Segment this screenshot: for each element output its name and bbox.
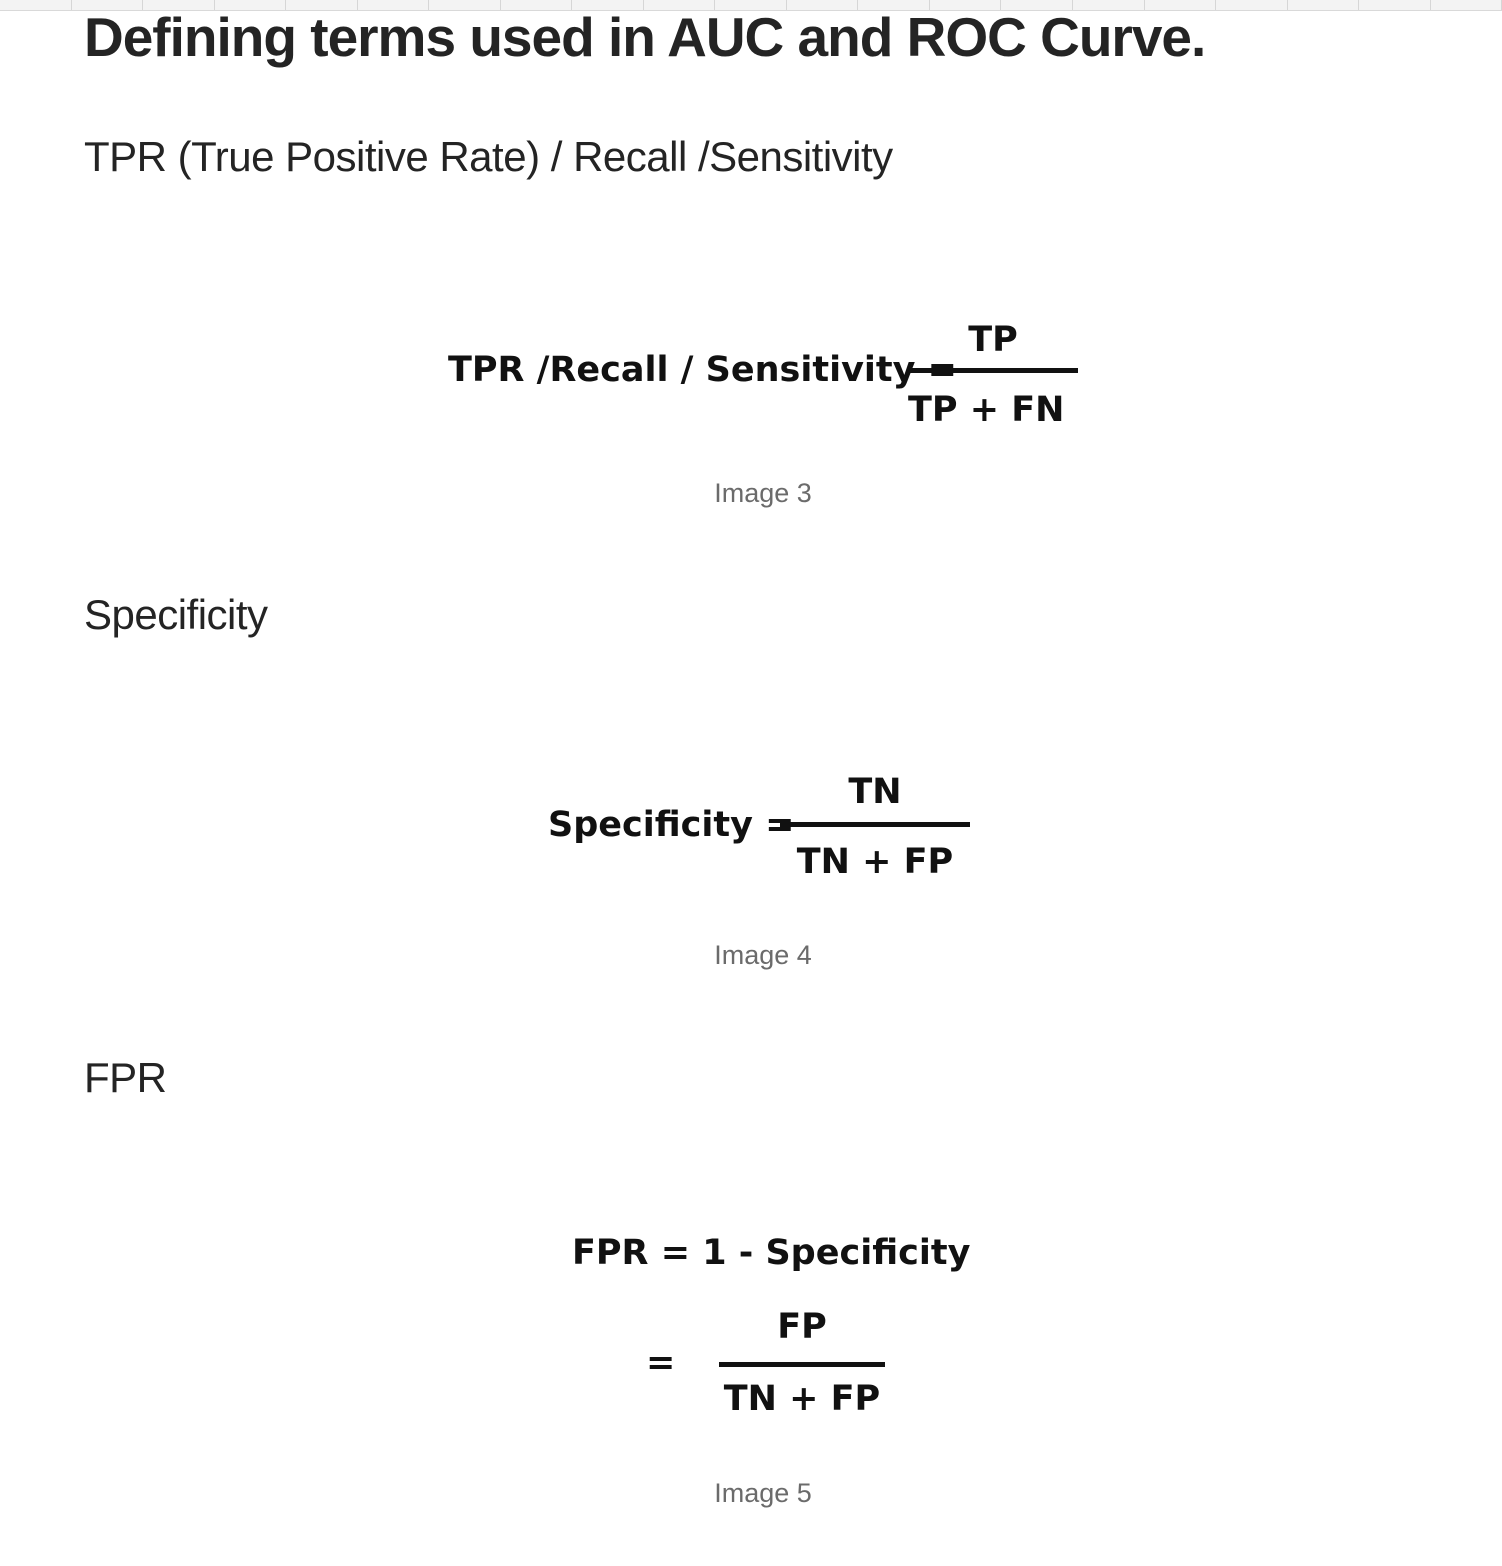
- fraction-bar: [780, 822, 970, 827]
- section-heading-tpr: TPR (True Positive Rate) / Recall /Sensi…: [84, 133, 893, 180]
- figure-caption: Image 5: [714, 1478, 812, 1508]
- formula-figure-tpr: TPR /Recall / Sensitivity = TP TP + FN: [0, 300, 1502, 450]
- section-heading-specificity: Specificity: [84, 591, 268, 638]
- formula-denominator: TN + FP: [723, 1379, 881, 1419]
- section-heading-fpr: FPR: [84, 1054, 167, 1101]
- formula-numerator: TN: [848, 772, 902, 812]
- formula-figure-specificity: Specificity = TN TN + FP: [0, 760, 1502, 900]
- formula-numerator: FP: [777, 1307, 827, 1347]
- formula-lhs: =: [646, 1343, 676, 1383]
- formula-lhs: Specificity =: [548, 805, 795, 845]
- fraction-bar: [908, 368, 1078, 373]
- top-strip: [0, 0, 1502, 11]
- formula-figure-fpr: FPR = 1 - Specificity = FP TN + FP: [0, 1225, 1502, 1425]
- figure-caption: Image 4: [714, 940, 812, 970]
- formula-denominator: TN + FP: [796, 842, 954, 882]
- formula-denominator: TP + FN: [908, 390, 1065, 430]
- figure-caption: Image 3: [714, 478, 812, 508]
- formula-line: FPR = 1 - Specificity: [572, 1233, 971, 1273]
- formula-lhs: TPR /Recall / Sensitivity =: [448, 350, 957, 390]
- page-title: Defining terms used in AUC and ROC Curve…: [84, 6, 1206, 68]
- formula-numerator: TP: [968, 320, 1018, 360]
- fraction-bar: [719, 1362, 885, 1367]
